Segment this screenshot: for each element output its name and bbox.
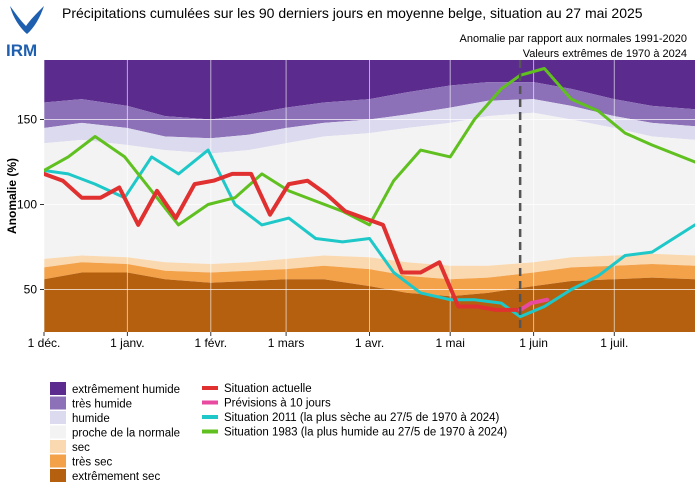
legend-swatch-band: [50, 440, 66, 453]
y-axis-label: Anomalie (%): [5, 158, 19, 234]
y-tick-label: 50: [24, 283, 38, 297]
x-tick-label: 1 janv.: [110, 336, 144, 350]
legend-label-band: humide: [72, 413, 110, 425]
legend-swatch-band: [50, 396, 66, 410]
axes: 50 100 150 1 déc. 1 janv. 1 févr. 1 mars 1 avr.…: [17, 113, 628, 351]
legend-label-series: Situation actuelle: [224, 383, 312, 395]
legend-swatch-band: [50, 454, 66, 468]
irm-logo: IRM: [6, 6, 44, 60]
series-forecast: [518, 297, 549, 312]
legend: extrêmement humide très humide humide proch…: [50, 382, 507, 483]
chart-subtitle-2: Valeurs extrêmes de 1970 à 2024: [523, 48, 687, 60]
y-tick-label: 150: [17, 113, 37, 127]
y-tick-label: 100: [17, 198, 37, 212]
x-tick-label: 1 déc.: [28, 336, 61, 350]
chart-title: Précipitations cumulées sur les 90 derni…: [62, 5, 643, 21]
legend-label-series: Situation 1983 (la plus humide au 27/5 d…: [224, 427, 507, 439]
legend-label-band: très sec: [72, 457, 113, 469]
legend-swatch-band: [50, 382, 66, 395]
x-tick-label: 1 juin: [519, 336, 548, 350]
x-tick-label: 1 févr.: [194, 336, 227, 350]
legend-swatch-band: [50, 469, 66, 482]
legend-label-band: sec: [72, 442, 90, 454]
series-2011: [44, 148, 695, 319]
x-tick-label: 1 mai: [436, 336, 465, 350]
grid-lines: [44, 60, 695, 332]
series-lines: [44, 67, 695, 319]
legend-label-series: Situation 2011 (la plus sèche au 27/5 de…: [224, 412, 500, 424]
logo-text: IRM: [6, 41, 37, 60]
legend-swatch-band: [50, 425, 66, 439]
x-tick-label: 1 juil.: [600, 336, 628, 350]
legend-label-series: Prévisions à 10 jours: [224, 398, 331, 410]
legend-swatch-band: [50, 411, 66, 424]
chart-subtitle-1: Anomalie par rapport aux normales 1991-2…: [460, 33, 687, 45]
legend-label-band: extrêmement sec: [72, 471, 160, 483]
logo-mark-icon: [10, 6, 44, 34]
legend-label-band: extrêmement humide: [72, 384, 180, 396]
series-current: [44, 171, 523, 312]
legend-label-band: très humide: [72, 399, 132, 411]
x-tick-label: 1 mars: [268, 336, 305, 350]
legend-label-band: proche de la normale: [72, 428, 180, 440]
series-1983: [44, 67, 695, 227]
x-tick-label: 1 avr.: [355, 336, 384, 350]
